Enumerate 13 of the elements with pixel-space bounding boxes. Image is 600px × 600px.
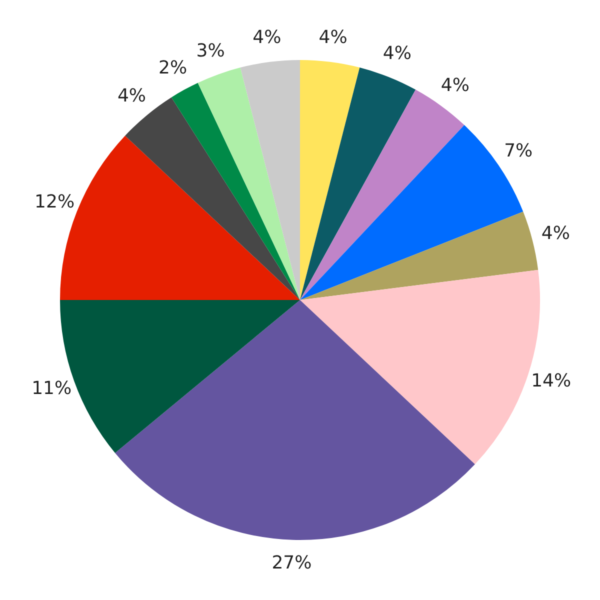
data-label: 14%: [531, 370, 572, 392]
data-label: 4%: [117, 85, 146, 106]
data-label: 7%: [504, 140, 533, 162]
data-label: 12%: [34, 191, 75, 212]
data-label: 3%: [196, 40, 225, 62]
data-label: 4%: [541, 223, 570, 244]
data-label: 27%: [272, 552, 312, 574]
data-label: 4%: [440, 75, 470, 96]
data-label: 4%: [318, 26, 348, 48]
data-label: 4%: [252, 26, 282, 48]
data-label: 2%: [158, 57, 188, 78]
data-label: 11%: [32, 378, 72, 400]
data-label: 4%: [382, 43, 412, 64]
